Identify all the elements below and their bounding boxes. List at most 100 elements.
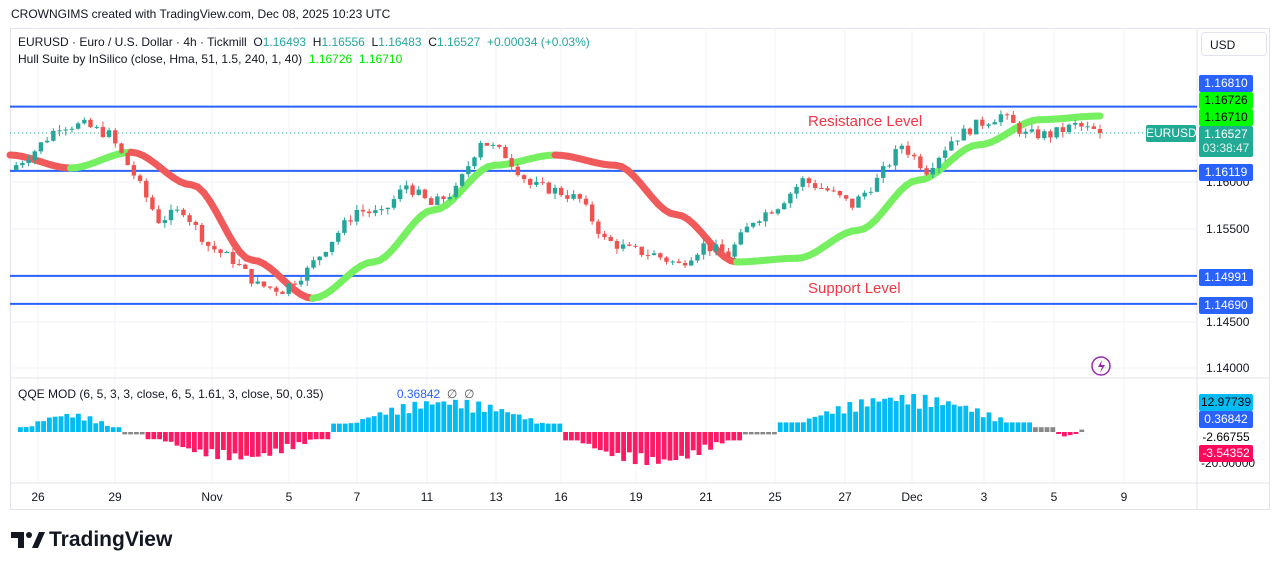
candle-body [323,251,329,257]
hull-legend[interactable]: Hull Suite by InSilico (close, Hma, 51, … [18,52,403,66]
candle-body [292,283,298,285]
qqe-histogram-bar [313,432,319,440]
candle-body [156,209,161,224]
qqe-histogram-bar [540,422,545,432]
candle-body [280,291,285,294]
candle-body [763,212,768,222]
candle-body [775,209,781,214]
bar-countdown: 03:38:47 [1202,141,1250,155]
candle-body [243,264,248,269]
qqe-histogram-bar [922,394,928,432]
qqe-histogram-bar [105,425,110,432]
candle-body [336,232,341,242]
candle-body [181,209,186,216]
qqe-histogram-bar [783,422,789,432]
candle-body [472,157,477,167]
candle-body [942,150,948,158]
qqe-histogram-bar [650,432,655,457]
qqe-histogram-bar [424,401,429,432]
qqe-histogram-bar [743,432,748,435]
qqe-histogram-bar [963,405,969,432]
qqe-legend[interactable]: QQE MOD (6, 5, 3, 3, close, 6, 5, 1.61, … [18,387,475,401]
qqe-histogram-bar [609,432,615,457]
qqe-histogram-bar [331,423,336,432]
price-tick: 1.15500 [1206,222,1250,236]
qqe-histogram-bar [453,399,458,432]
qqe-histogram-bar [841,413,847,432]
symbol-legend[interactable]: EURUSD · Euro / U.S. Dollar · 4h · Tickm… [18,35,590,49]
qqe-histogram-bar [592,432,597,449]
candle-body [973,119,979,135]
qqe-histogram-bar [777,422,783,432]
qqe-histogram-bar [986,412,992,432]
qqe-histogram-bar [76,413,81,432]
candle-body [781,203,787,210]
qqe-histogram-bar [673,432,679,461]
candle-body [484,142,490,146]
qqe-histogram-bar [87,416,93,432]
time-tick: 21 [699,490,713,504]
symbol-info: EURUSD · Euro / U.S. Dollar · 4h · Tickm… [18,35,247,49]
candle-body [1011,114,1016,123]
candle-body [967,128,973,135]
candle-body [521,175,527,180]
tradingview-logo-icon [11,532,45,548]
qqe-histogram-bar [667,432,673,461]
qqe-histogram-bar [366,417,371,432]
qqe-histogram-bar [893,401,899,432]
candle-body [261,281,267,287]
qqe-histogram-bar [528,418,534,432]
time-tick: 5 [1051,490,1058,504]
qqe-histogram-bar [586,432,592,444]
candle-body [899,145,905,150]
qqe-histogram-bar [830,413,835,432]
candle-body [800,178,805,187]
qqe-histogram-bar [975,408,980,432]
candle-body [664,257,669,262]
candle-body [435,196,440,205]
candle-body [193,221,198,225]
qqe-histogram-bar [824,411,829,432]
candle-body [701,243,706,255]
candle-body [274,287,279,292]
candle-body [354,209,360,222]
candle-body [367,211,372,214]
qqe-histogram-bar [476,401,481,432]
candle-body [905,145,911,155]
qqe-histogram-bar [1044,427,1050,432]
candle-body [986,124,991,126]
candle-body [503,146,508,159]
candle-body [633,245,638,247]
candle-body [614,240,620,249]
qqe-histogram-bar [1062,432,1067,437]
qqe-histogram-bar [998,417,1003,432]
qqe-histogram-bar [70,417,75,432]
qqe-histogram-bar [400,404,406,432]
candle-body [720,244,725,252]
candle-body [565,195,570,199]
qqe-histogram-bar [273,432,278,449]
candle-body [1066,124,1072,132]
qqe-histogram-bar [644,432,650,466]
qqe-histogram-bar [232,432,238,454]
candle-body [1048,131,1053,138]
qqe-tag: 12.97739 [1199,394,1253,411]
qqe-histogram-bar [134,432,139,435]
qqe-histogram-bar [760,432,766,435]
candle-body [218,249,223,254]
qqe-histogram-bar [35,421,41,432]
tradingview-logo[interactable]: TradingView [11,528,172,552]
qqe-histogram-bar [47,417,52,432]
candle-body [88,119,93,128]
qqe-histogram-bar [859,399,864,432]
candle-body [918,156,923,169]
qqe-histogram-bar [482,411,487,432]
candle-body [230,251,236,264]
currency-button[interactable]: USD [1201,32,1267,56]
qqe-histogram-bar [151,432,157,440]
qqe-histogram-bar [197,432,203,450]
qqe-histogram-bar [348,423,354,432]
qqe-histogram-bar [934,397,940,432]
qqe-histogram-bar [806,418,812,432]
